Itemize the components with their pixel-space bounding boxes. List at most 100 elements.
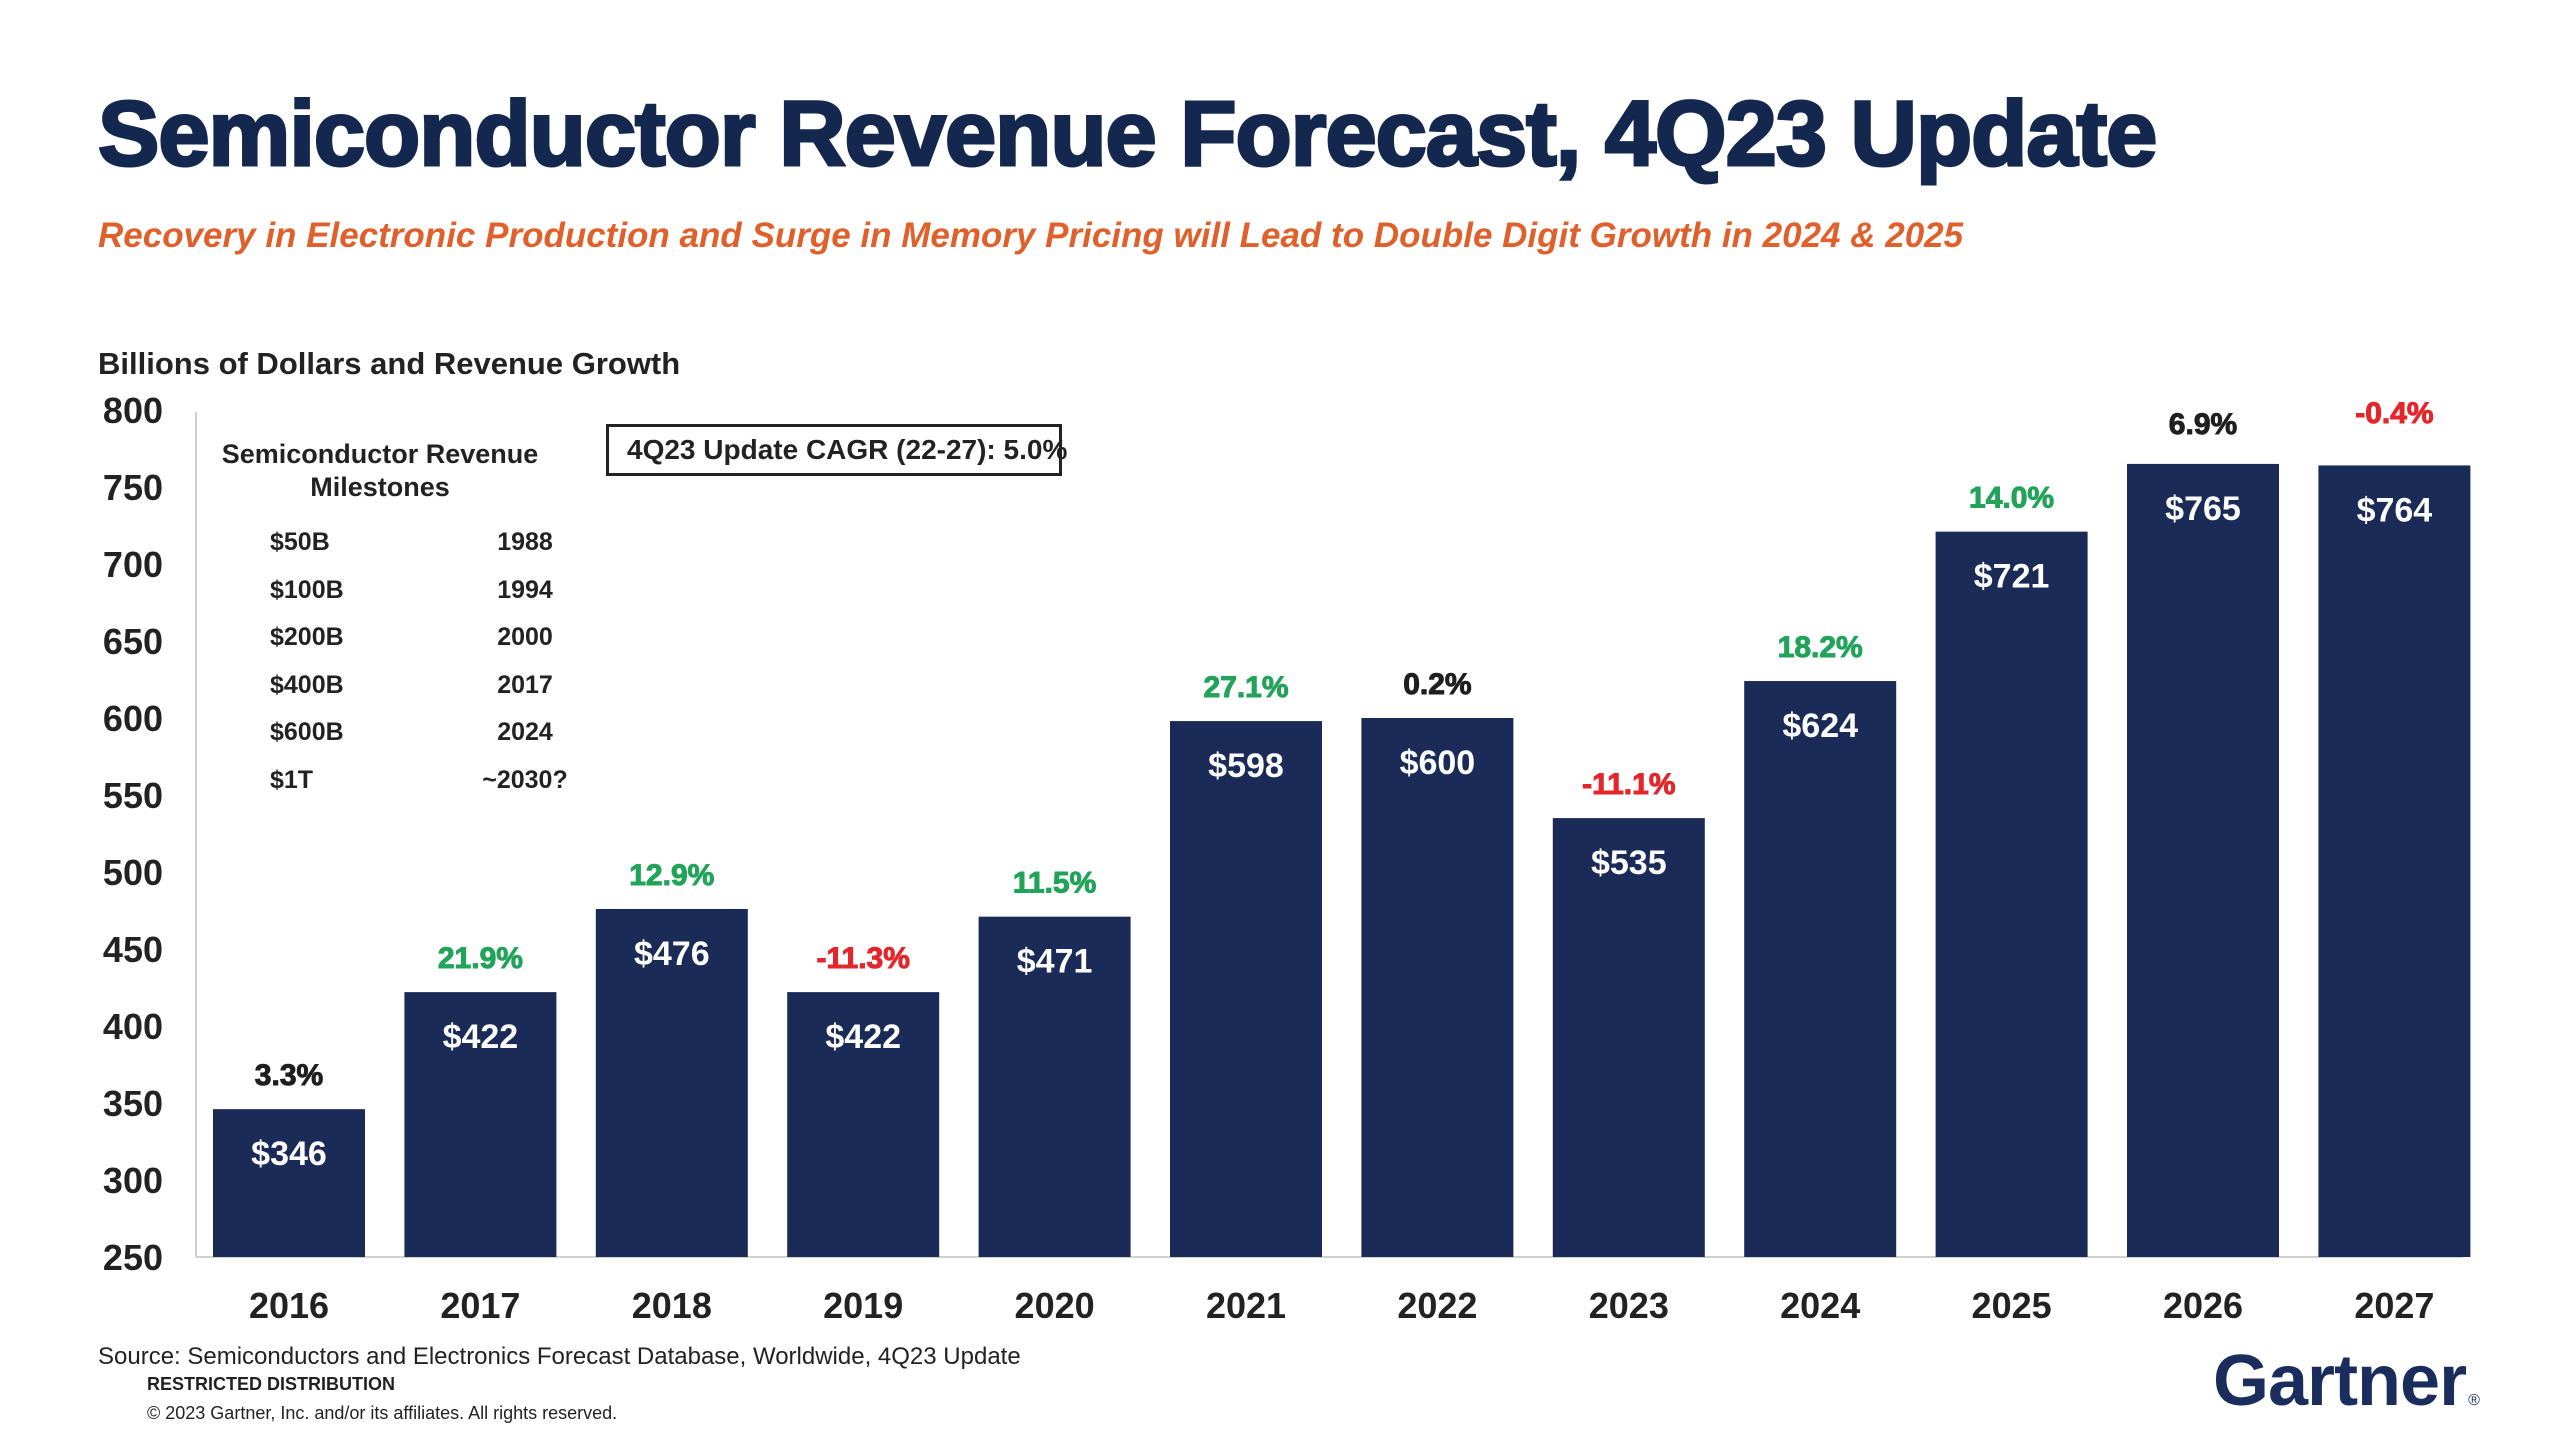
x-tick-label: 2024 — [1780, 1285, 1860, 1326]
milestone-row: $600B 2024 — [270, 718, 590, 766]
y-tick-label: 450 — [103, 929, 163, 970]
bar-2025 — [1935, 531, 2088, 1257]
x-tick-label: 2017 — [440, 1285, 520, 1326]
milestone-row: $100B 1994 — [270, 576, 590, 624]
growth-label: 3.3% — [255, 1059, 323, 1092]
x-tick-label: 2026 — [2163, 1285, 2243, 1326]
milestone-amount: $600B — [270, 718, 344, 746]
value-label: $346 — [251, 1135, 327, 1173]
growth-label: 12.9% — [629, 859, 714, 892]
logo-text: Gartner — [2213, 1341, 2467, 1421]
milestone-year: 2000 — [497, 623, 553, 651]
milestone-amount: $400B — [270, 670, 344, 699]
milestone-amount: $1T — [270, 765, 314, 794]
growth-label: 21.9% — [438, 942, 523, 975]
milestone-amount: $100B — [270, 575, 344, 604]
y-tick-label: 300 — [103, 1160, 163, 1201]
value-label: $764 — [2357, 491, 2433, 529]
bar-2017 — [404, 992, 557, 1257]
y-axis-ticks: 800 750 700 650 600 550 500 450 400 350 300 250 — [103, 390, 163, 1278]
growth-label: -0.4% — [2355, 397, 2433, 430]
x-tick-label: 2020 — [1015, 1285, 1095, 1326]
y-tick-label: 600 — [103, 698, 163, 739]
cagr-annotation: 4Q23 Update CAGR (22-27): 5.0% — [606, 424, 1067, 476]
milestones-heading: Semiconductor Revenue Milestones — [210, 438, 550, 504]
value-label: $471 — [1017, 943, 1093, 981]
milestone-year: 2024 — [497, 718, 553, 746]
y-axis-label: Billions of Dollars and Revenue Growth — [98, 346, 681, 381]
milestone-year: 1994 — [497, 575, 553, 604]
copyright: © 2023 Gartner, Inc. and/or its affiliat… — [147, 1403, 618, 1423]
milestone-row: $200B 2000 — [270, 623, 590, 671]
growth-labels: 3.3% 21.9% 12.9% -11.3% 11.5% 27.1% 0.2% -11.1%… — [254, 397, 2434, 1093]
bar-2023 — [1552, 818, 1705, 1257]
milestone-row: $400B 2017 — [270, 671, 590, 719]
x-tick-label: 2022 — [1397, 1285, 1477, 1326]
x-tick-label: 2027 — [2354, 1285, 2434, 1326]
x-tick-label: 2019 — [823, 1285, 903, 1326]
source-note: Source: Semiconductors and Electronics F… — [98, 1343, 1021, 1370]
value-label: $624 — [1782, 707, 1858, 745]
bar-2024 — [1744, 681, 1897, 1257]
bar-2016 — [213, 1109, 365, 1257]
value-label: $765 — [2165, 490, 2241, 528]
growth-label: 18.2% — [1778, 631, 1863, 664]
bar-2019 — [787, 992, 940, 1257]
value-label: $476 — [634, 935, 710, 973]
milestones-panel: Semiconductor Revenue Milestones $50B 198… — [210, 438, 590, 813]
milestone-row: $50B 1988 — [270, 528, 590, 576]
bars — [213, 463, 2471, 1257]
growth-label: 27.1% — [1203, 671, 1288, 704]
y-tick-label: 550 — [103, 775, 163, 816]
milestone-row: $1T ~2030? — [270, 766, 590, 814]
milestones-table: $50B 1988 $100B 1994 $200B 2000 $400B 2017 $600B… — [270, 528, 590, 813]
milestone-year: 1988 — [497, 528, 553, 556]
y-tick-label: 400 — [103, 1006, 163, 1047]
gartner-logo: Gartner ® — [2213, 1340, 2480, 1422]
growth-label: 6.9% — [2169, 408, 2237, 441]
value-label: $598 — [1208, 747, 1284, 785]
milestone-amount: $50B — [270, 528, 330, 556]
value-label: $721 — [1974, 558, 2050, 596]
milestones-heading-line1: Semiconductor Revenue — [221, 439, 539, 469]
y-tick-label: 500 — [103, 852, 163, 893]
bar-2018 — [595, 908, 748, 1257]
x-tick-label: 2021 — [1206, 1285, 1286, 1326]
growth-label: -11.3% — [816, 942, 909, 975]
growth-label: 14.0% — [1969, 482, 2054, 515]
bar-2020 — [978, 916, 1131, 1257]
value-label: $600 — [1400, 744, 1476, 782]
value-labels: $346 $422 $476 $422 $471 $598 $600 $535 $624 $721… — [251, 490, 2432, 1173]
milestone-year: ~2030? — [482, 765, 568, 794]
bar-2026 — [2127, 463, 2279, 1257]
page-title: Semiconductor Revenue Forecast, 4Q23 Upd… — [96, 82, 2158, 187]
y-tick-label: 650 — [103, 621, 163, 662]
y-tick-label: 750 — [103, 467, 163, 508]
y-tick-label: 250 — [103, 1237, 163, 1278]
x-tick-label: 2023 — [1589, 1285, 1669, 1326]
bar-2022 — [1361, 718, 1514, 1257]
y-tick-label: 800 — [103, 390, 163, 431]
value-label: $422 — [825, 1018, 901, 1056]
bar-2027 — [2318, 465, 2471, 1257]
cagr-text: 4Q23 Update CAGR (22-27): 5.0% — [627, 434, 1068, 465]
milestone-year: 2017 — [497, 670, 553, 699]
x-tick-label: 2018 — [632, 1285, 712, 1326]
value-label: $422 — [443, 1018, 519, 1056]
value-label: $535 — [1591, 844, 1667, 882]
registered-mark: ® — [2468, 1392, 2480, 1409]
y-tick-label: 700 — [103, 544, 163, 585]
restricted-distribution: RESTRICTED DISTRIBUTION — [147, 1374, 396, 1394]
milestones-heading-line2: Milestones — [310, 472, 450, 502]
growth-label: 0.2% — [1403, 668, 1471, 701]
bar-2021 — [1170, 721, 1322, 1257]
y-tick-label: 350 — [103, 1083, 163, 1124]
milestone-amount: $200B — [270, 623, 344, 651]
x-axis-ticks: 2016 2017 2018 2019 2020 2021 2022 2023 2024 2025… — [249, 1285, 2434, 1326]
page-subtitle: Recovery in Electronic Production and Su… — [98, 216, 1964, 255]
growth-label: 11.5% — [1013, 867, 1096, 900]
growth-label: -11.1% — [1582, 768, 1675, 801]
x-tick-label: 2016 — [249, 1285, 329, 1326]
x-tick-label: 2025 — [1972, 1285, 2052, 1326]
